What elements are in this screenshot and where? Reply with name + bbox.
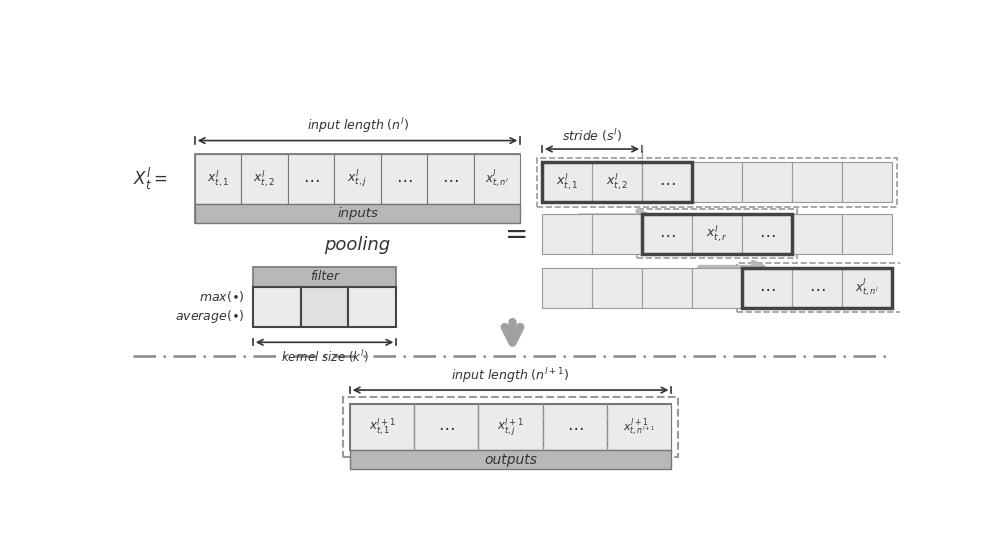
Bar [334,154,381,204]
Text: $x_{t,1}^{l}$: $x_{t,1}^{l}$ [207,169,229,189]
Bar [350,404,671,450]
Bar [692,267,742,307]
Text: $x_{t,2}^{l}$: $x_{t,2}^{l}$ [606,172,628,193]
Bar [343,397,678,457]
Text: $x_{t,1}^{l}$: $x_{t,1}^{l}$ [556,172,578,193]
Bar [792,162,842,202]
Text: $x_{t,1}^{l+1}$: $x_{t,1}^{l+1}$ [369,417,395,438]
Text: kernel size $(k^l)$: kernel size $(k^l)$ [281,349,368,366]
Text: $\cdots$: $\cdots$ [759,225,775,243]
Bar [288,154,334,204]
Text: input length $(n^l)$: input length $(n^l)$ [307,116,408,135]
Bar [301,287,348,327]
Text: $\cdots$: $\cdots$ [303,170,319,188]
Bar [607,404,671,450]
Text: $x_{t,n^l}^{l}$: $x_{t,n^l}^{l}$ [485,167,509,190]
Text: $\cdots$: $\cdots$ [442,170,459,188]
Bar [592,162,642,202]
Text: $x_{t,n^l}^{l}$: $x_{t,n^l}^{l}$ [855,277,879,299]
Bar [842,214,892,254]
Text: $x_{t,n^{l+1}}^{l+1}$: $x_{t,n^{l+1}}^{l+1}$ [623,416,655,438]
Text: $\cdots$: $\cdots$ [659,225,675,243]
Text: $x_{t,j}^{l+1}$: $x_{t,j}^{l+1}$ [497,416,524,438]
Bar [842,267,892,307]
Bar [692,162,742,202]
Bar [195,154,241,204]
Text: $\cdots$: $\cdots$ [759,279,775,296]
Text: $average(\bullet)$: $average(\bullet)$ [175,309,245,326]
Text: pooling: pooling [324,236,391,254]
Text: $x_{t,r}^{l}$: $x_{t,r}^{l}$ [706,223,728,244]
Bar [542,267,592,307]
Text: $\cdots$: $\cdots$ [438,418,455,436]
Bar [414,404,478,450]
Bar [642,214,792,254]
Text: $\cdots$: $\cdots$ [567,418,583,436]
Bar [241,154,288,204]
Text: input length $(n^{l+1})$: input length $(n^{l+1})$ [451,366,570,385]
Bar [792,214,842,254]
Bar [742,267,892,307]
Bar [642,214,692,254]
Bar [253,287,301,327]
Bar [348,287,396,327]
Bar [692,214,742,254]
Bar [350,404,414,450]
Bar [792,267,842,307]
Text: filter: filter [310,270,339,283]
Bar [637,209,797,259]
Bar [543,404,607,450]
Bar [195,204,520,223]
Text: $X_t^l =$: $X_t^l =$ [133,166,168,192]
Bar [427,154,474,204]
Bar [542,162,592,202]
Bar [542,214,592,254]
Bar [381,154,427,204]
Bar [592,214,642,254]
Bar [742,214,792,254]
Text: $x_{t,j}^{l}$: $x_{t,j}^{l}$ [347,168,368,189]
Bar [195,154,520,223]
Bar [474,154,520,204]
Text: stride $(s^l)$: stride $(s^l)$ [562,127,622,144]
Text: $\cdots$: $\cdots$ [659,173,675,191]
Text: outputs: outputs [484,453,537,467]
Bar [842,162,892,202]
Bar [592,267,642,307]
Text: =: = [505,221,529,249]
Bar [478,404,543,450]
Text: $x_{t,2}^{l}$: $x_{t,2}^{l}$ [253,169,276,189]
Bar [537,158,897,207]
Bar [253,267,396,287]
Bar [642,162,692,202]
Bar [742,267,792,307]
Bar [542,162,692,202]
Bar [742,162,792,202]
Text: $max(\bullet)$: $max(\bullet)$ [199,289,245,304]
Bar [737,263,902,312]
Bar [642,267,692,307]
Text: inputs: inputs [337,207,378,220]
Text: $\cdots$: $\cdots$ [396,170,412,188]
Text: $\cdots$: $\cdots$ [809,279,825,296]
Bar [350,450,671,469]
